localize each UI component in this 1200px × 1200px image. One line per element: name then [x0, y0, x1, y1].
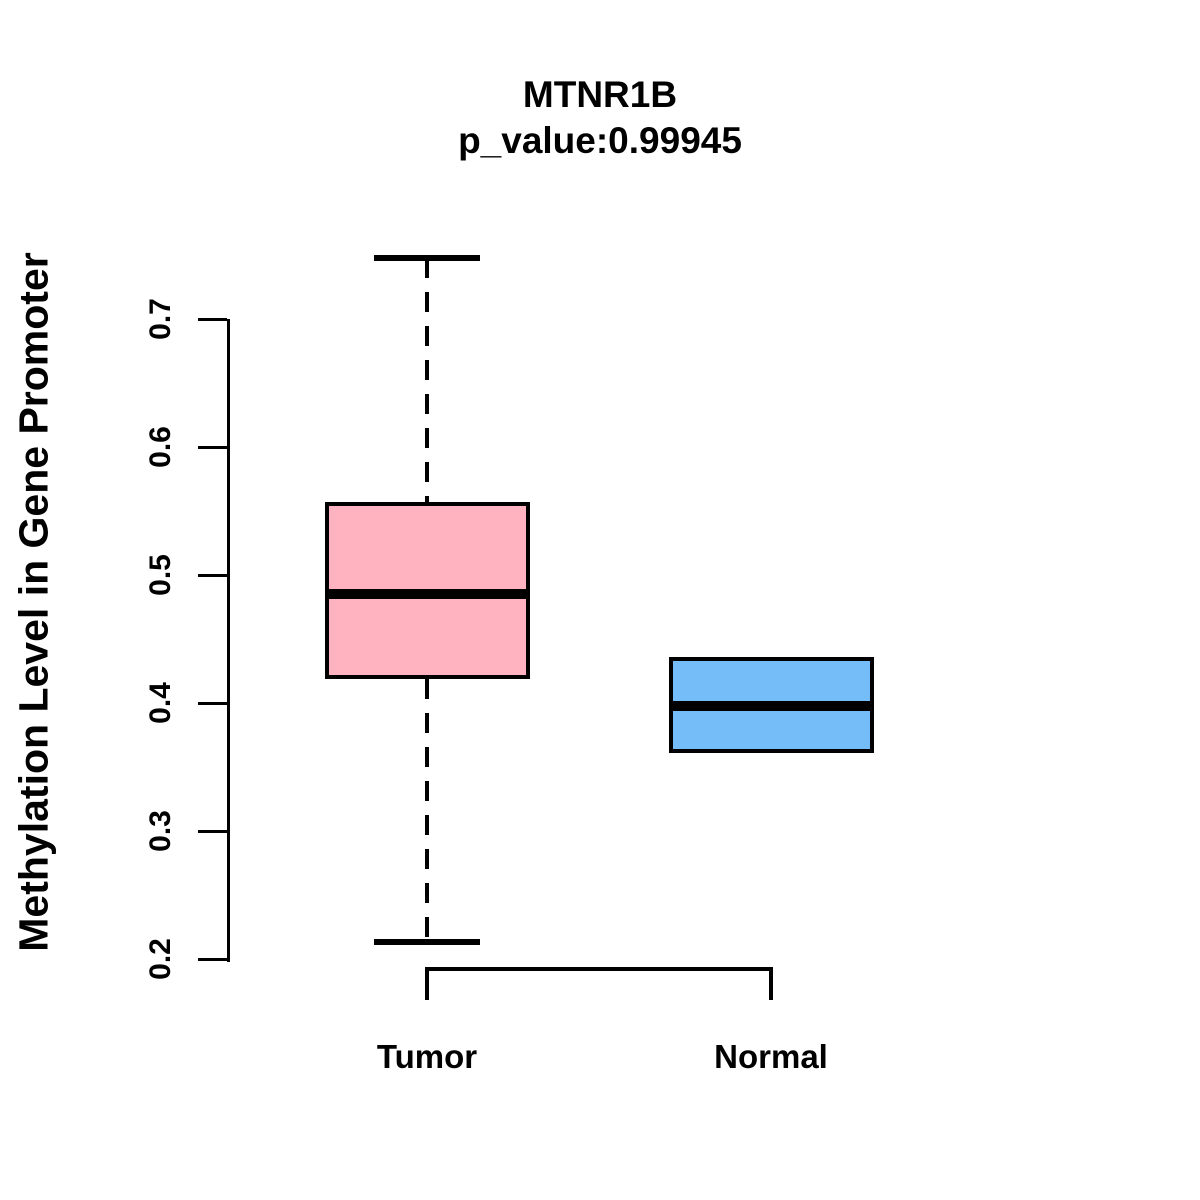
y-tick — [198, 958, 227, 961]
lower-whisker-cap — [374, 939, 480, 946]
y-tick-label: 0.6 — [144, 426, 177, 468]
y-tick — [198, 830, 227, 833]
chart-title: MTNR1B — [522, 74, 678, 115]
y-tick-label: 0.2 — [144, 938, 177, 980]
y-tick — [198, 702, 227, 705]
y-axis-line — [227, 319, 230, 962]
tumor-median-line — [324, 589, 530, 600]
y-tick — [198, 318, 227, 321]
chart-subtitle: p_value:0.99945 — [458, 120, 742, 161]
x-axis-tick-right — [769, 967, 773, 1000]
y-tick-label: 0.5 — [144, 554, 177, 596]
lower-whisker-line — [425, 678, 429, 943]
upper-whisker-cap — [374, 254, 480, 261]
x-axis-tick-left — [425, 967, 429, 1000]
x-category-label-tumor: Tumor — [376, 1038, 478, 1075]
normal-median-line — [668, 700, 874, 711]
y-tick-label: 0.7 — [144, 298, 177, 340]
y-tick — [198, 574, 227, 577]
chart-title-block: MTNR1B p_value:0.99945 — [0, 72, 1200, 164]
x-category-label-normal: Normal — [714, 1038, 828, 1075]
y-tick-label: 0.4 — [144, 682, 177, 724]
x-axis-line — [425, 967, 773, 971]
upper-whisker-line — [425, 257, 429, 503]
y-tick-label: 0.3 — [144, 810, 177, 852]
y-tick — [198, 446, 227, 449]
